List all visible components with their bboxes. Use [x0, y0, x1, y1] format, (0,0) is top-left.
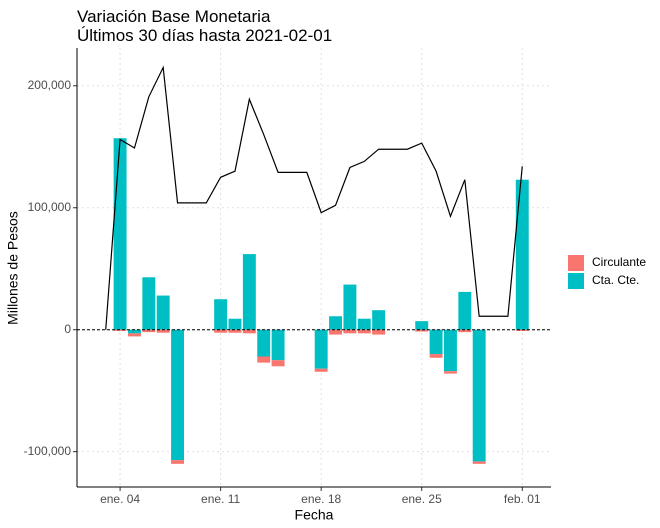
legend-key [568, 255, 584, 271]
bar [415, 321, 429, 330]
bar [357, 318, 371, 330]
bar [156, 295, 170, 330]
bar [156, 329, 170, 333]
bar [228, 329, 242, 333]
bar [127, 329, 141, 334]
bar [142, 329, 156, 333]
x-tick-label: ene. 11 [201, 492, 240, 506]
bar [242, 329, 256, 334]
x-tick-label: ene. 18 [301, 492, 341, 506]
bar [214, 299, 228, 330]
bar [171, 329, 185, 461]
bar [142, 277, 156, 330]
bar [271, 329, 285, 361]
bar [113, 138, 127, 330]
x-tick-label: ene. 25 [402, 492, 442, 506]
bar [329, 329, 343, 335]
bar [214, 329, 228, 333]
y-tick-label: 0 [64, 322, 71, 336]
bar [443, 329, 457, 372]
bar [515, 329, 529, 331]
bar [343, 284, 357, 330]
bar [472, 329, 486, 462]
x-axis-title: Fecha [295, 507, 334, 523]
x-tick-label: ene. 04 [100, 492, 140, 506]
bar [228, 318, 242, 330]
bar [458, 329, 472, 333]
line [105, 65, 523, 330]
bar [171, 460, 185, 464]
bar [443, 371, 457, 374]
y-axis-title: Millones de Pesos [5, 211, 21, 325]
y-tick-label: -100,000 [24, 444, 72, 458]
chart-title: Variación Base Monetaria [77, 7, 271, 26]
bar [127, 333, 141, 337]
chart-subtitle: Últimos 30 días hasta 2021-02-01 [77, 26, 332, 45]
bar [357, 329, 371, 334]
x-tick-label: feb. 01 [504, 492, 541, 506]
legend-key [568, 273, 584, 289]
bar [314, 329, 328, 369]
bar [472, 461, 486, 464]
bar [343, 329, 357, 334]
y-tick-label: 200,000 [28, 78, 72, 92]
bar [329, 316, 343, 330]
bar [429, 329, 443, 355]
bar [515, 179, 529, 330]
legend-label: Circulante [592, 255, 646, 269]
bar [314, 368, 328, 372]
legend-label: Cta. Cte. [592, 273, 639, 287]
bar [372, 329, 386, 335]
bar [372, 310, 386, 330]
bar [257, 356, 271, 363]
bar [429, 354, 443, 358]
bar [415, 329, 429, 332]
bar [242, 254, 256, 330]
bar [257, 329, 271, 357]
bar [113, 329, 127, 331]
bar [271, 360, 285, 367]
y-tick-label: 100,000 [28, 200, 72, 214]
bar [458, 291, 472, 330]
